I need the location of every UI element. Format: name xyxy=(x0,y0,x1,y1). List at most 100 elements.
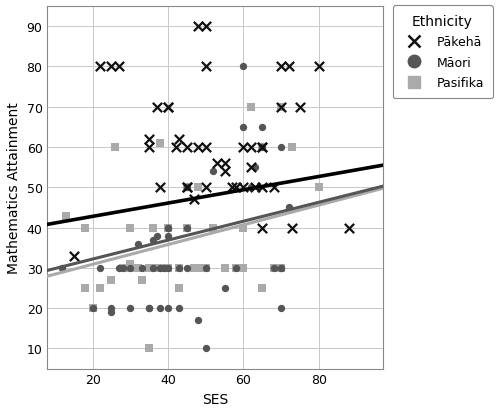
Point xyxy=(156,305,164,312)
Point xyxy=(111,145,119,151)
Point xyxy=(176,265,184,272)
Point xyxy=(176,136,184,143)
Point xyxy=(108,277,116,284)
Point xyxy=(277,64,285,71)
Point xyxy=(108,64,116,71)
Point xyxy=(296,104,304,111)
Point xyxy=(258,145,266,151)
Point xyxy=(164,225,172,231)
Point xyxy=(160,265,168,272)
Point xyxy=(145,265,153,272)
Point xyxy=(202,345,209,352)
Point xyxy=(220,265,228,272)
Point xyxy=(183,185,191,191)
Point xyxy=(62,213,70,219)
Point xyxy=(176,265,184,272)
Point xyxy=(315,64,323,71)
Point xyxy=(288,225,296,231)
Point xyxy=(176,285,184,292)
Point xyxy=(81,285,89,292)
Point xyxy=(247,164,255,171)
Point xyxy=(190,197,198,203)
Point xyxy=(126,265,134,272)
Point xyxy=(115,265,123,272)
Point xyxy=(220,265,228,272)
Point xyxy=(134,265,142,272)
Point xyxy=(164,225,172,231)
Point xyxy=(88,305,96,312)
Point xyxy=(183,145,191,151)
Point xyxy=(119,265,127,272)
Point xyxy=(183,185,191,191)
Point xyxy=(270,265,278,272)
Point xyxy=(258,185,266,191)
Point xyxy=(277,104,285,111)
Legend: Pākehā, Māori, Pasifika: Pākehā, Māori, Pasifika xyxy=(392,6,492,99)
Point xyxy=(152,104,160,111)
X-axis label: SES: SES xyxy=(202,392,228,406)
Point xyxy=(160,265,168,272)
Point xyxy=(164,104,172,111)
Point xyxy=(172,145,179,151)
Point xyxy=(277,104,285,111)
Point xyxy=(277,265,285,272)
Point xyxy=(152,265,160,272)
Point xyxy=(126,225,134,231)
Point xyxy=(96,265,104,272)
Point xyxy=(194,265,202,272)
Point xyxy=(210,225,218,231)
Point xyxy=(183,185,191,191)
Point xyxy=(220,161,228,167)
Point xyxy=(152,265,160,272)
Point xyxy=(126,261,134,268)
Point xyxy=(258,145,266,151)
Point xyxy=(258,285,266,292)
Point xyxy=(58,265,66,272)
Point xyxy=(258,124,266,131)
Point xyxy=(145,265,153,272)
Point xyxy=(258,225,266,231)
Point xyxy=(270,265,278,272)
Point xyxy=(145,145,153,151)
Point xyxy=(247,185,255,191)
Point xyxy=(126,305,134,312)
Point xyxy=(240,64,248,71)
Point xyxy=(190,265,198,272)
Point xyxy=(202,185,209,191)
Point xyxy=(108,305,116,312)
Point xyxy=(277,145,285,151)
Point xyxy=(156,140,164,147)
Point xyxy=(119,265,127,272)
Point xyxy=(145,265,153,272)
Point xyxy=(202,24,209,31)
Point xyxy=(164,104,172,111)
Point xyxy=(202,265,209,272)
Point xyxy=(126,265,134,272)
Point xyxy=(288,145,296,151)
Point xyxy=(213,161,221,167)
Point xyxy=(240,185,248,191)
Point xyxy=(250,185,258,191)
Point xyxy=(277,265,285,272)
Point xyxy=(240,225,248,231)
Point xyxy=(210,169,218,175)
Point xyxy=(164,225,172,231)
Point xyxy=(164,233,172,240)
Point xyxy=(149,237,157,243)
Point xyxy=(164,225,172,231)
Point xyxy=(164,305,172,312)
Point xyxy=(164,265,172,272)
Point xyxy=(270,185,278,191)
Point xyxy=(202,145,209,151)
Point xyxy=(250,164,258,171)
Point xyxy=(284,64,292,71)
Point xyxy=(96,285,104,292)
Point xyxy=(145,305,153,312)
Point xyxy=(220,169,228,175)
Point xyxy=(138,265,145,272)
Point xyxy=(232,185,240,191)
Point xyxy=(277,265,285,272)
Point xyxy=(134,241,142,247)
Point xyxy=(145,345,153,352)
Point xyxy=(156,265,164,272)
